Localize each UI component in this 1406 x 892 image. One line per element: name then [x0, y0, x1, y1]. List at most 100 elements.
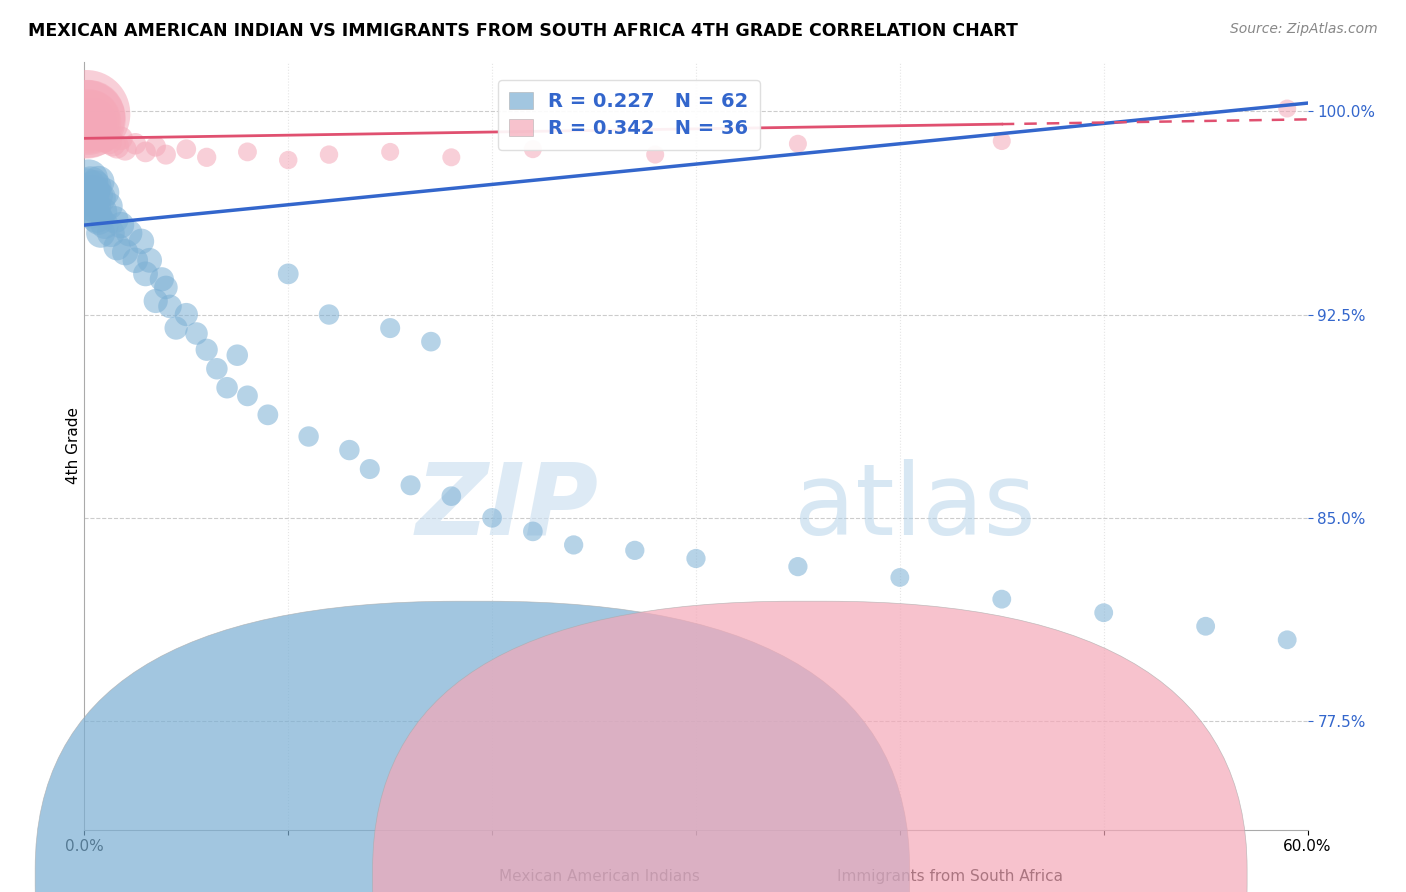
Point [91, 128, 114, 143]
Point [93, 218, 115, 232]
Text: Source: ZipAtlas.com: Source: ZipAtlas.com [1230, 22, 1378, 37]
Point [100, 226, 122, 240]
Point [86, 120, 108, 135]
Text: Immigrants from South Africa: Immigrants from South Africa [837, 870, 1063, 884]
Point [91, 204, 114, 219]
Point [77, 172, 100, 186]
Point [145, 139, 167, 153]
Point [83, 180, 105, 194]
Point [118, 226, 141, 240]
Point [104, 212, 127, 227]
Point [82, 186, 104, 200]
Point [440, 150, 463, 164]
Point [131, 235, 153, 249]
Point [787, 136, 810, 151]
Point [79, 118, 101, 132]
Text: MEXICAN AMERICAN INDIAN VS IMMIGRANTS FROM SOUTH AFRICA 4TH GRADE CORRELATION CH: MEXICAN AMERICAN INDIAN VS IMMIGRANTS FR… [28, 22, 1018, 40]
Point [138, 253, 160, 268]
Point [1092, 606, 1115, 620]
Point [83, 123, 105, 137]
Point [145, 293, 167, 308]
Point [93, 131, 115, 145]
Point [83, 199, 105, 213]
Point [420, 334, 443, 349]
Point [236, 145, 259, 159]
Text: Mexican American Indians: Mexican American Indians [499, 870, 700, 884]
Point [562, 538, 585, 552]
Point [86, 210, 108, 224]
Point [257, 408, 280, 422]
Point [1277, 632, 1299, 647]
Point [298, 429, 321, 443]
Point [114, 245, 136, 260]
Legend: R = 0.227   N = 62, R = 0.342   N = 36: R = 0.227 N = 62, R = 0.342 N = 36 [498, 79, 761, 150]
Point [135, 267, 157, 281]
Point [236, 389, 259, 403]
Point [87, 212, 110, 227]
Point [991, 134, 1014, 148]
Point [399, 478, 422, 492]
Point [380, 145, 402, 159]
Point [186, 326, 208, 341]
Point [75, 112, 97, 127]
Point [155, 280, 177, 294]
Point [624, 543, 647, 558]
Point [77, 110, 100, 124]
Point [82, 115, 104, 129]
Point [97, 199, 120, 213]
Point [685, 551, 707, 566]
Point [75, 183, 97, 197]
Point [226, 348, 249, 362]
Point [87, 175, 110, 189]
Point [787, 559, 810, 574]
Point [644, 147, 666, 161]
Point [481, 511, 503, 525]
Point [150, 272, 173, 286]
Point [359, 462, 381, 476]
Point [155, 147, 177, 161]
Text: atlas: atlas [794, 458, 1035, 556]
Point [195, 150, 218, 164]
Point [90, 226, 112, 240]
Point [217, 381, 239, 395]
Point [105, 139, 128, 153]
Point [79, 196, 101, 211]
Point [124, 136, 146, 151]
Point [110, 218, 132, 232]
Text: ZIP: ZIP [415, 458, 598, 556]
Point [318, 147, 340, 161]
Point [1195, 619, 1218, 633]
Point [522, 524, 544, 539]
Point [110, 131, 132, 145]
Point [165, 321, 187, 335]
Point [889, 570, 911, 584]
Point [277, 267, 299, 281]
Point [79, 178, 101, 192]
Point [87, 123, 110, 137]
Point [114, 142, 136, 156]
Point [277, 153, 299, 167]
Point [82, 204, 104, 219]
Point [159, 299, 181, 313]
Point [522, 142, 544, 156]
Point [440, 489, 463, 503]
Point [205, 361, 228, 376]
Point [90, 126, 112, 140]
Point [90, 191, 112, 205]
Point [75, 107, 97, 121]
Y-axis label: 4th Grade: 4th Grade [66, 408, 80, 484]
Point [318, 308, 340, 322]
Point [82, 120, 104, 135]
Point [124, 253, 146, 268]
Point [991, 592, 1014, 607]
Point [135, 145, 157, 159]
Point [174, 142, 197, 156]
Point [86, 188, 108, 202]
Point [1277, 102, 1299, 116]
Point [174, 308, 197, 322]
Point [83, 118, 105, 132]
Point [339, 443, 361, 458]
Point [79, 112, 101, 127]
Point [105, 240, 128, 254]
Point [195, 343, 218, 357]
